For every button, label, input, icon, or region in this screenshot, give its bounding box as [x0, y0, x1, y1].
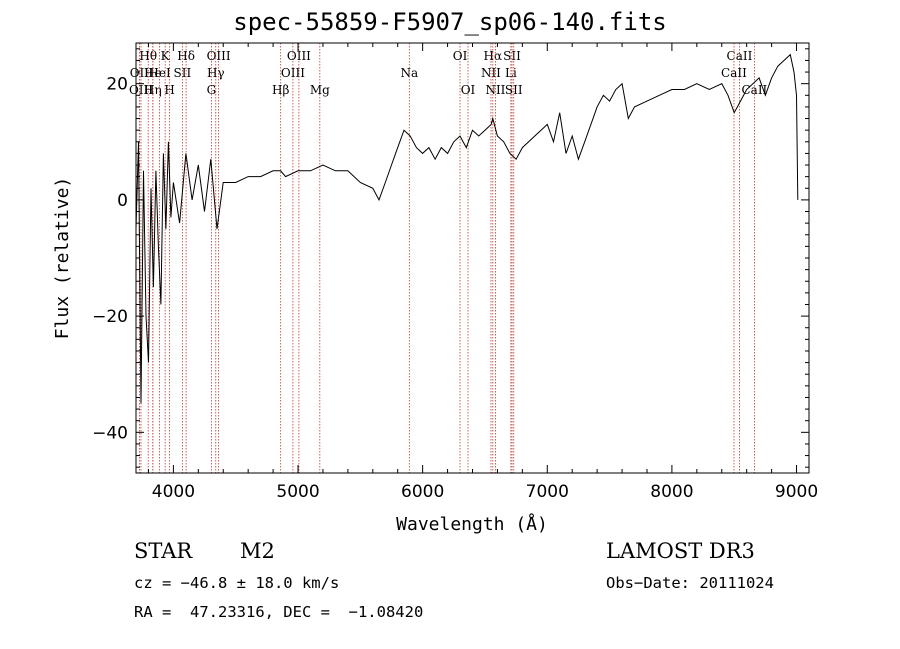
redshift-velocity: cz = −46.8 ± 18.0 km/s	[134, 574, 340, 592]
y-tick-label: 0	[117, 191, 128, 211]
spectrum-series-line	[135, 53, 799, 404]
spectral-line-label: Hγ	[207, 66, 225, 80]
spectral-line-label: Hη	[144, 83, 162, 97]
spectral-line-label: H	[164, 83, 174, 97]
spectral-line-label: Mg	[310, 83, 330, 97]
y-tick-label: −20	[92, 307, 128, 327]
spectral-line-label: SII	[174, 66, 192, 80]
spectral-line-label: HeI	[148, 66, 171, 80]
x-tick-label: 4000	[152, 482, 195, 502]
spectral-line-label: NII	[481, 66, 501, 80]
spectral-line-label: Hα	[484, 49, 503, 63]
survey-name: LAMOST DR3	[606, 539, 755, 563]
spectral-line-label: OIII	[281, 66, 305, 80]
x-tick-label: 6000	[401, 482, 444, 502]
object-class: STAR	[134, 539, 193, 563]
coordinates: RA = 47.23316, DEC = −1.08420	[134, 603, 424, 621]
spectral-line-label: NII	[485, 83, 505, 97]
spectral-line-label: Na	[400, 66, 418, 80]
spectral-line-label: CaII	[727, 49, 753, 63]
x-tick-label: 9000	[775, 482, 818, 502]
spectral-line-label: OI	[461, 83, 476, 97]
object-subclass: M2	[240, 539, 275, 563]
y-tick-label: −40	[92, 423, 128, 443]
spectral-line-label: Hδ	[177, 49, 195, 63]
observation-date: Obs−Date: 20111024	[606, 574, 774, 592]
spectral-line-label: CaII	[721, 66, 747, 80]
y-axis-label: Flux (relative)	[52, 177, 73, 340]
spectral-line-label: SII	[503, 49, 521, 63]
axis-ticks: 4000 5000 6000 7000 8000 9000 −40 −20 0 20	[92, 43, 818, 502]
x-tick-label: 5000	[276, 482, 319, 502]
spectral-line-label: Li	[505, 66, 517, 80]
x-axis-label: Wavelength (Å)	[396, 513, 548, 535]
spectral-line-label: CaII	[741, 83, 767, 97]
chart-title: spec-55859-F5907_sp06-140.fits	[233, 8, 667, 36]
spectral-line-label: G	[207, 83, 217, 97]
spectral-line-label: Hβ	[272, 83, 289, 97]
spectral-line-label: OIII	[129, 83, 153, 97]
spectral-line-label: OII	[130, 66, 150, 80]
spectral-line-label: OIII	[287, 49, 311, 63]
spectral-line-label: K	[161, 49, 171, 63]
x-tick-label: 8000	[650, 482, 693, 502]
plot-frame	[135, 42, 810, 474]
y-tick-label: 20	[106, 75, 128, 95]
x-tick-label: 7000	[526, 482, 569, 502]
spectral-line-label: OI	[453, 49, 468, 63]
spectral-line-label: Hθ	[139, 49, 157, 63]
spectral-line-label: SII	[505, 83, 523, 97]
spectral-line-label: OIII	[207, 49, 231, 63]
